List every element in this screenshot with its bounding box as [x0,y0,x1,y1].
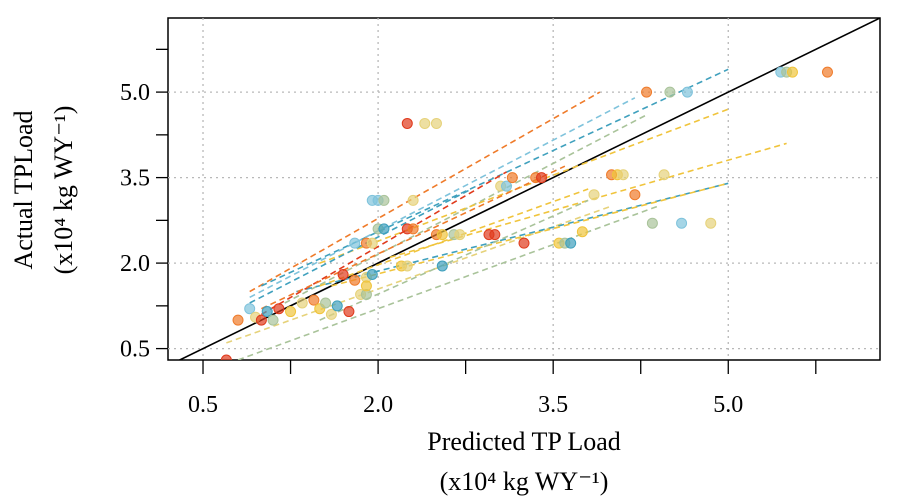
trend-line [249,188,472,304]
data-point [331,300,343,312]
data-point [705,217,717,229]
data-point [320,297,332,309]
trend-line [319,199,589,321]
trend-line [249,91,601,293]
data-point [220,354,232,360]
data-point [308,294,320,306]
x-axis-title-line1: Predicted TP Load [427,427,621,456]
data-point [349,237,361,249]
x-axis-title-line2: (x10⁴ kg WY⁻¹) [440,467,609,496]
x-tick-label: 3.5 [538,392,568,418]
y-axis-title-line1: Actual TPLoad [9,110,38,269]
data-point [325,308,337,320]
data-point [436,260,448,272]
one-to-one-line [177,18,880,360]
data-point [343,306,355,318]
data-point [565,237,577,249]
data-point [232,314,244,326]
data-point [500,180,512,192]
data-point [285,306,297,318]
data-point [360,280,372,292]
data-point [489,229,501,241]
trend-line [226,205,612,344]
data-point [267,314,279,326]
data-point [349,274,361,286]
trend-line [249,97,636,299]
trend-line [237,205,659,360]
data-point [401,117,413,129]
y-axis-title-line2: (x10⁴ kg WY⁻¹) [49,106,78,275]
plot-frame [167,17,881,361]
data-point [676,217,688,229]
y-tick-label: 3.5 [120,166,150,192]
data-point [454,229,466,241]
data-point [617,169,629,181]
y-tick-label: 0.5 [120,337,150,363]
data-point [641,86,653,98]
data-point [244,303,256,315]
data-point [536,172,548,184]
data-point [407,223,419,235]
trend-line [261,68,729,287]
data-point [506,172,518,184]
trend-line [260,171,507,316]
data-point [366,237,378,249]
x-tick-label: 5.0 [713,392,743,418]
x-tick-label: 0.5 [188,392,218,418]
data-point [576,226,588,238]
data-point [518,237,530,249]
data-point [337,269,349,280]
data-point [401,260,413,272]
data-point [430,117,442,129]
data-point [273,303,285,315]
data-point [629,189,641,201]
plot-area [177,18,880,360]
trend-line [261,165,566,310]
data-point [255,314,267,326]
data-point [261,306,273,318]
data-point [366,269,378,280]
data-point [419,117,431,129]
data-point [378,223,390,235]
data-point [407,194,419,206]
data-point [664,86,676,98]
trend-line [319,108,729,264]
data-point [296,297,308,309]
data-point [588,189,600,201]
data-point [436,229,448,241]
trend-line [331,182,729,287]
data-point [821,66,833,78]
data-point [646,217,658,229]
data-point [786,66,798,78]
x-tick-label: 2.0 [363,392,393,418]
y-axis: 0.5 2.0 3.5 5.0 [120,48,168,363]
data-point [658,169,670,181]
data-point [378,194,390,206]
grid-lines [168,18,880,360]
data-point [681,86,693,98]
y-tick-label: 2.0 [120,251,150,277]
trend-line [389,142,787,259]
x-axis: 0.5 2.0 3.5 5.0 [188,360,817,418]
y-tick-label: 5.0 [120,80,150,106]
